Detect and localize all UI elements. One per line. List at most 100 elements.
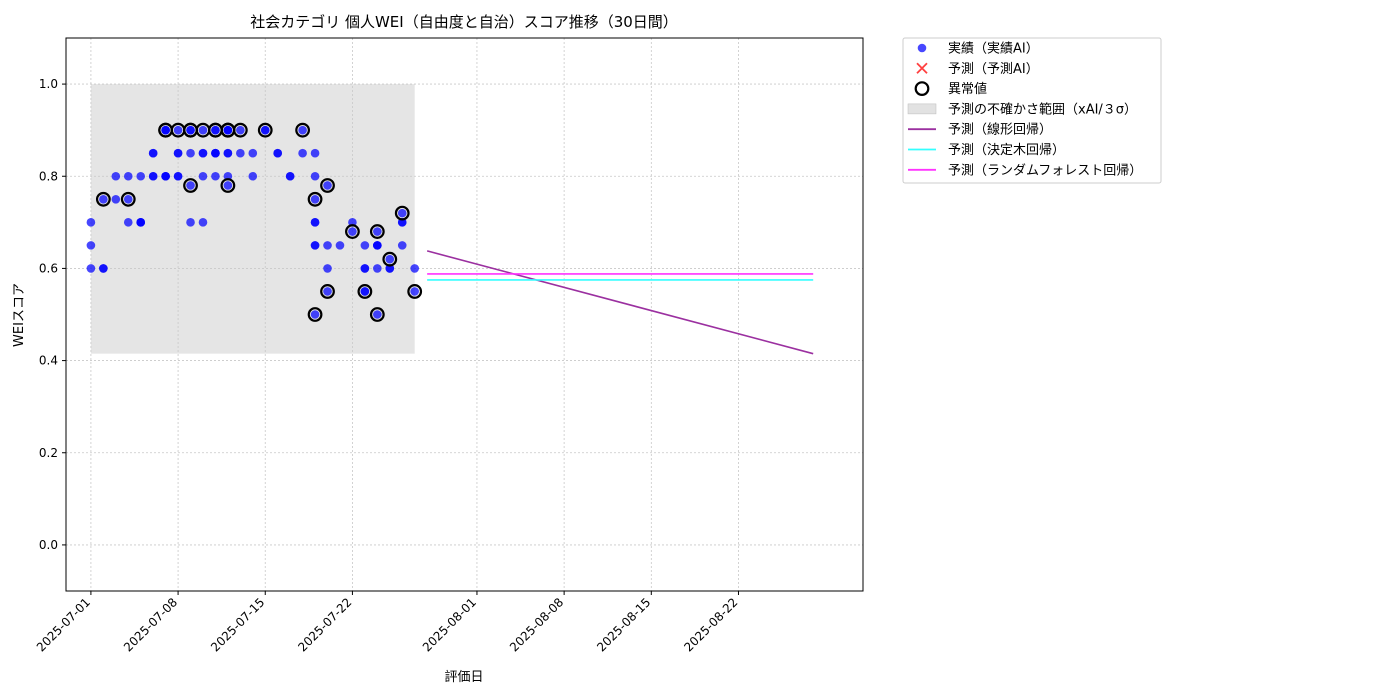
actual-point: [385, 254, 395, 264]
actual-point: [186, 218, 195, 227]
y-axis-label: WEIスコア: [12, 283, 27, 347]
actual-point: [198, 148, 208, 158]
actual-point: [198, 125, 208, 135]
anomaly-marker: [257, 122, 273, 138]
x-tick-label: 2025-08-22: [681, 595, 740, 654]
actual-point: [236, 148, 245, 158]
plot-area: [65, 37, 864, 592]
anomaly-marker: [382, 251, 398, 267]
actual-point: [211, 148, 220, 158]
actual-point: [173, 171, 183, 181]
anomaly-marker: [369, 224, 385, 239]
actual-points: [86, 125, 419, 319]
legend-marker-ring: [914, 81, 930, 96]
actual-point: [298, 148, 307, 158]
actual-point: [198, 218, 208, 227]
y-tick-label: 0.2: [39, 446, 58, 460]
anomaly-marker: [232, 122, 248, 138]
legend-item: 予測（ランダムフォレスト回帰）: [908, 162, 1142, 178]
anomaly-marker: [295, 122, 311, 138]
legend-label: 予測の不確かさ範囲（xAI/３σ）: [948, 101, 1137, 117]
actual-point: [236, 125, 245, 135]
actual-point: [360, 264, 370, 273]
anomaly-marker: [95, 191, 111, 207]
actual-point: [223, 125, 233, 135]
actual-point: [148, 171, 158, 181]
x-tick-label: 2025-07-08: [121, 595, 180, 654]
y-tick-label: 0.8: [39, 169, 58, 183]
actual-point: [373, 264, 382, 273]
anomaly-marker: [320, 178, 335, 193]
actual-point: [86, 241, 96, 250]
legend-item: 異常値: [914, 81, 987, 97]
actual-point: [123, 194, 133, 204]
legend-marker-dot: [917, 43, 927, 53]
actual-point: [310, 241, 320, 250]
anomaly-marker: [307, 191, 323, 207]
actual-point: [310, 171, 320, 181]
actual-point: [360, 287, 370, 296]
actual-point: [310, 148, 320, 158]
legend-label: 予測（決定木回帰）: [948, 142, 1065, 158]
y-tick-label: 0.6: [39, 261, 58, 275]
y-axis: 0.0 0.2 0.4 0.6 0.8 1.0: [39, 77, 66, 552]
actual-point: [310, 310, 320, 319]
actual-point: [348, 227, 357, 236]
legend-label: 予測（ランダムフォレスト回帰）: [948, 162, 1142, 178]
forecast-line: [426, 250, 814, 355]
actual-point: [99, 264, 108, 273]
anomaly-markers: [95, 122, 423, 322]
anomaly-marker: [120, 191, 136, 207]
anomaly-marker: [369, 307, 385, 322]
actual-point: [161, 171, 170, 181]
x-tick-label: 2025-07-01: [34, 595, 93, 654]
chart-title: 社会カテゴリ 個人WEI（自由度と自治）スコア推移（30日間）: [250, 13, 678, 31]
actual-point: [285, 171, 295, 181]
uncertainty-band: [90, 84, 415, 354]
actual-point: [99, 194, 108, 204]
actual-point: [86, 218, 96, 227]
actual-point: [136, 171, 146, 181]
actual-point: [211, 171, 220, 181]
actual-point: [310, 218, 320, 227]
actual-point: [373, 227, 382, 236]
actual-point: [123, 218, 133, 227]
actual-point: [223, 148, 233, 158]
legend-item: 予測（決定木回帰）: [908, 142, 1065, 158]
y-tick-label: 1.0: [39, 77, 58, 91]
anomaly-marker: [394, 205, 410, 221]
legend-label: 予測（予測AI）: [948, 62, 1039, 77]
anomaly-marker: [320, 284, 335, 299]
actual-point: [248, 148, 258, 158]
actual-point: [111, 194, 121, 204]
actual-point: [373, 241, 382, 250]
x-axis-label: 評価日: [444, 670, 483, 685]
anomaly-marker: [357, 284, 373, 299]
legend-label: 実績（実績AI）: [948, 41, 1039, 57]
actual-point: [186, 125, 195, 135]
actual-point: [223, 181, 233, 190]
actual-point: [173, 125, 183, 135]
actual-point: [273, 148, 283, 158]
legend-marker-cross: [916, 62, 928, 74]
actual-point: [136, 218, 146, 227]
actual-point: [323, 287, 332, 296]
anomaly-marker: [307, 307, 323, 322]
legend-marker-band: [907, 103, 937, 115]
actual-point: [410, 287, 419, 296]
x-tick-label: 2025-07-15: [208, 595, 267, 654]
actual-point: [310, 194, 320, 204]
actual-point: [397, 208, 407, 218]
legend-item: 予測（線形回帰）: [908, 122, 1052, 138]
anomaly-marker: [183, 178, 198, 193]
actual-point: [111, 171, 121, 181]
legend-label: 予測（線形回帰）: [948, 122, 1052, 138]
actual-point: [86, 264, 96, 273]
actual-point: [198, 171, 208, 181]
actual-point: [186, 181, 195, 190]
actual-point: [161, 125, 170, 135]
grid-lines: [66, 38, 863, 591]
legend-box: [902, 37, 1162, 184]
x-axis: 2025-07-01 2025-07-08 2025-07-15 2025-07-22…: [34, 591, 741, 654]
